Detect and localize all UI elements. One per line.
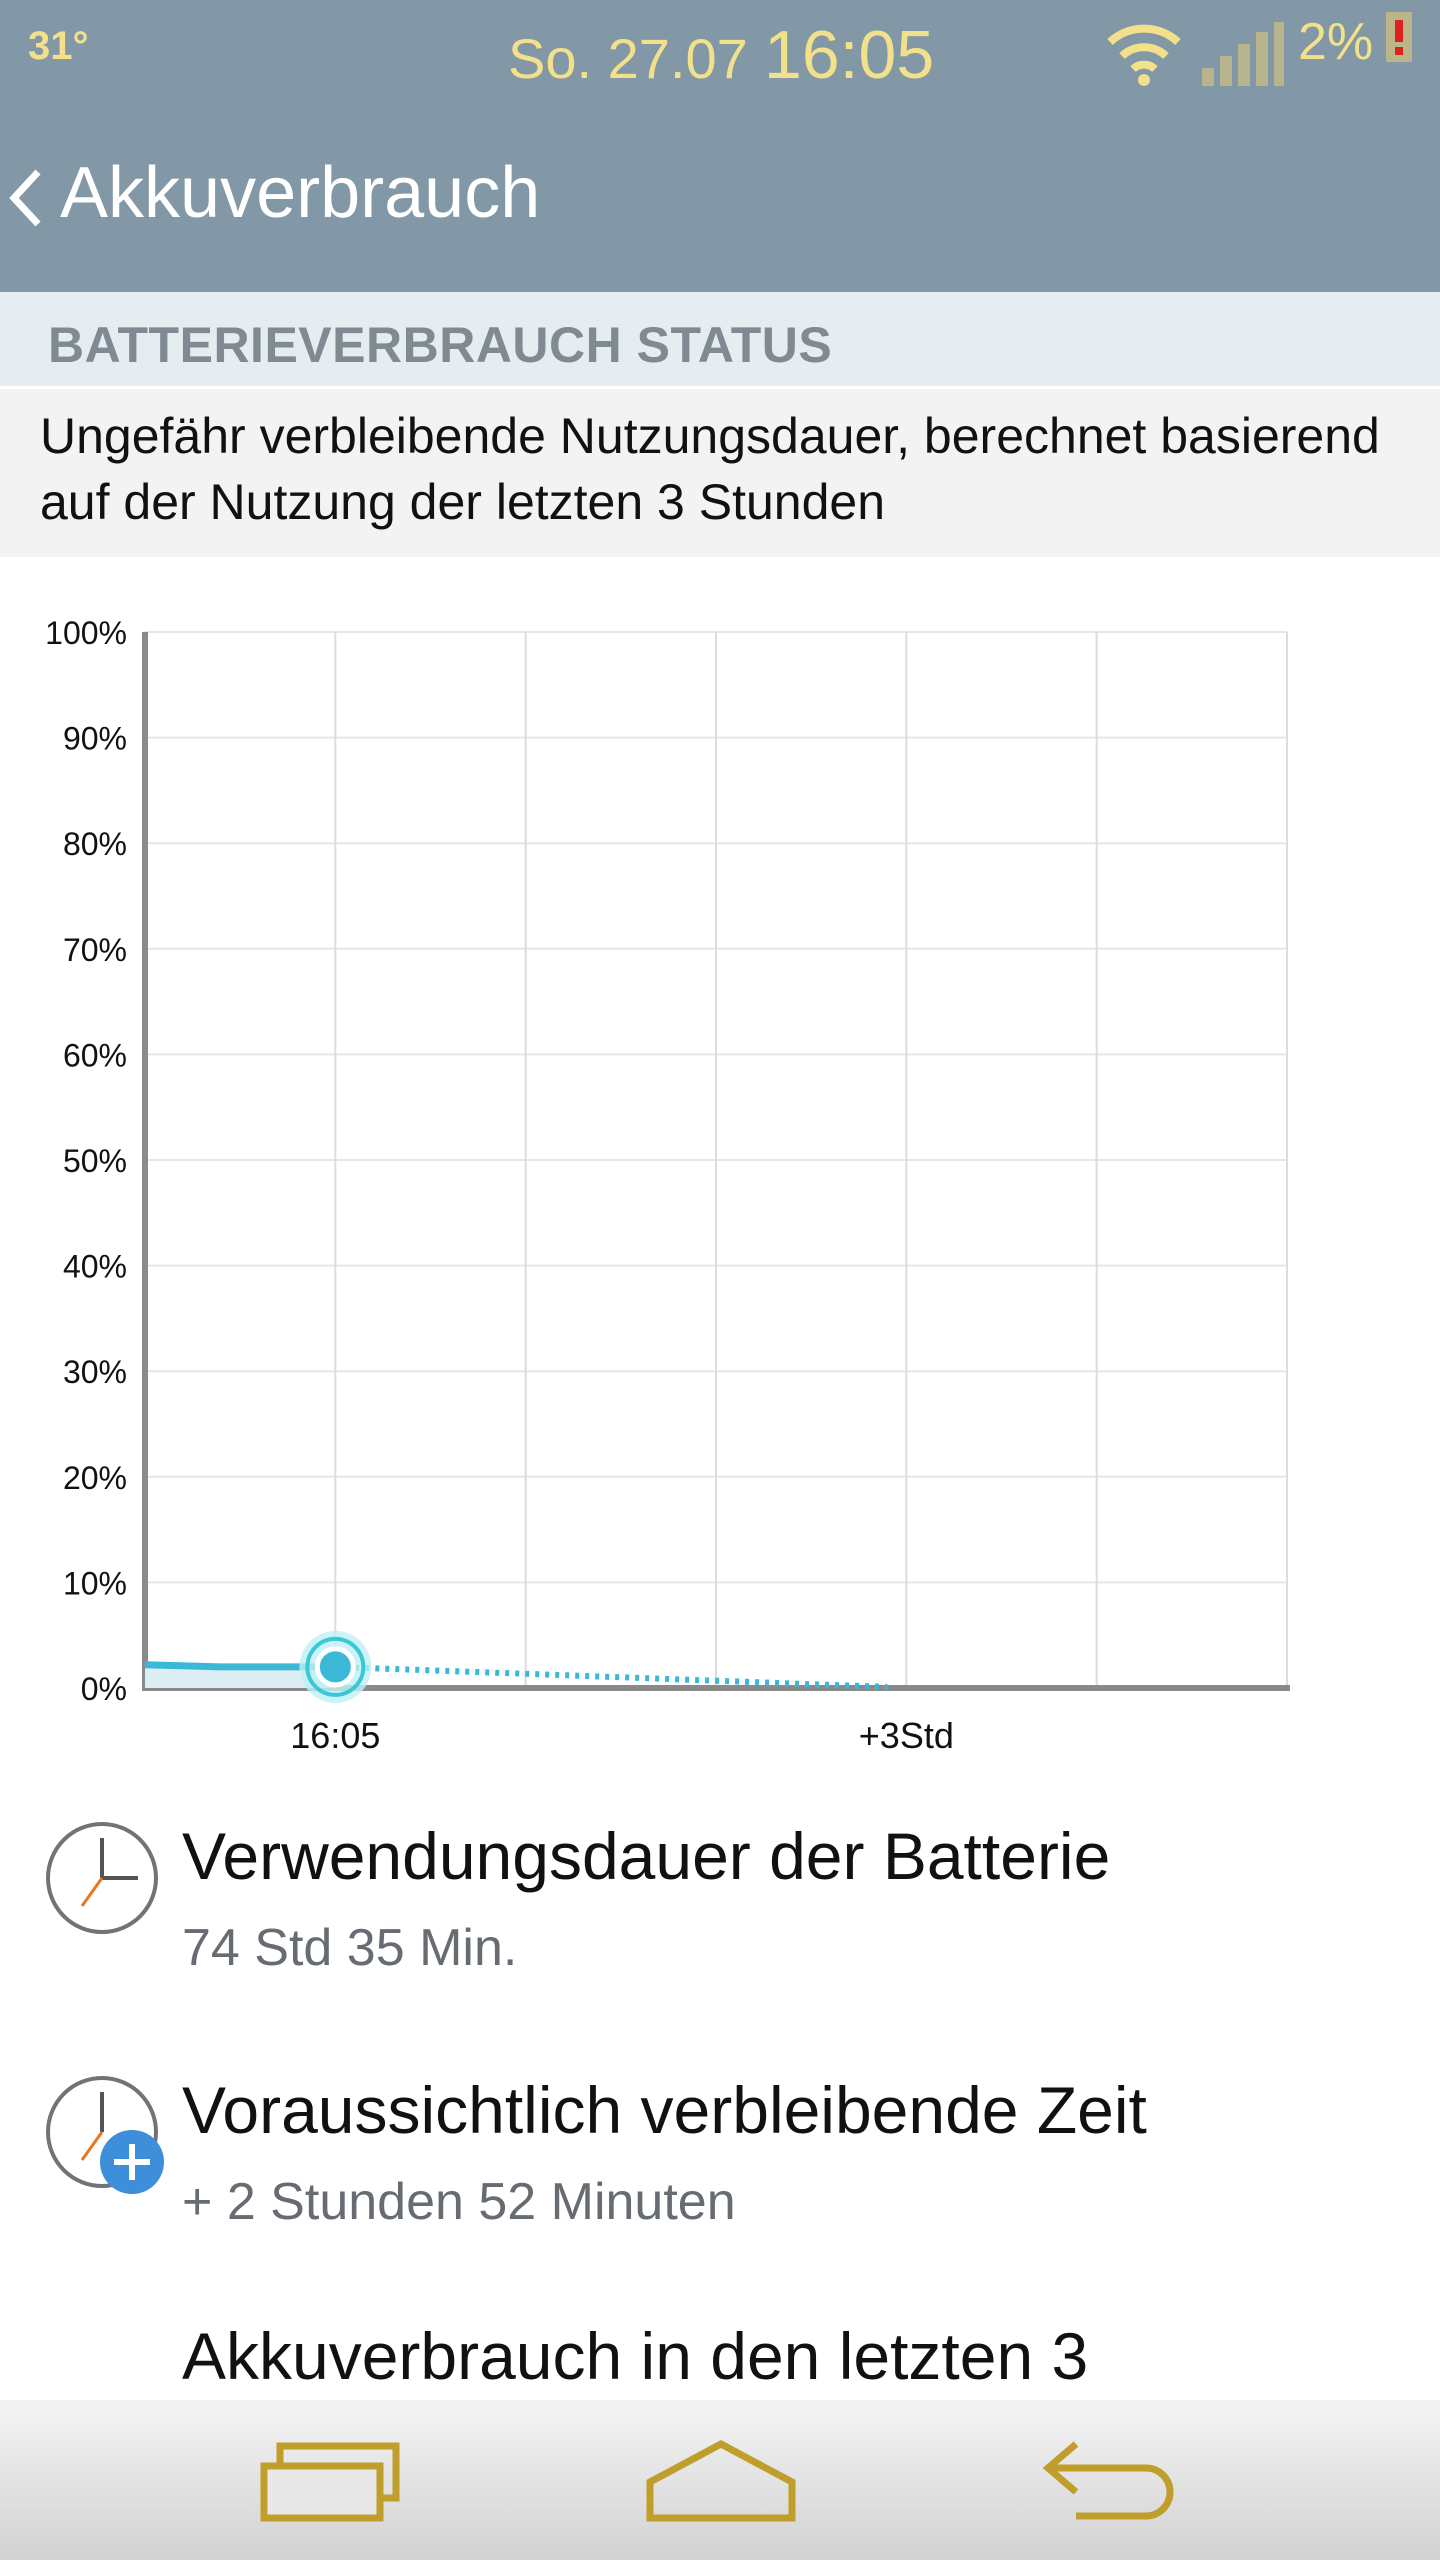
page-title[interactable]: Akkuverbrauch — [60, 153, 541, 233]
list-item-recent-usage-title[interactable]: Akkuverbrauch in den letzten 3 — [182, 2319, 1089, 2393]
y-tick-label: 30% — [63, 1354, 127, 1390]
recent-apps-icon — [260, 2442, 400, 2522]
navigation-bar — [0, 2400, 1440, 2560]
item-title: Voraussichtlich verbleibende Zeit — [182, 2073, 1147, 2147]
current-point — [314, 1646, 356, 1688]
series-area — [145, 1664, 336, 1688]
item-title: Verwendungsdauer der Batterie — [182, 1819, 1111, 1893]
chevron-left-icon[interactable] — [4, 164, 50, 232]
current-point-ring — [305, 1636, 366, 1697]
clock-plus-icon — [46, 2076, 164, 2194]
item-value: 74 Std 35 Min. — [182, 1919, 518, 1977]
x-tick-label: 16:05 — [290, 1715, 380, 1756]
y-tick-label: 80% — [63, 826, 127, 862]
y-tick-label: 60% — [63, 1037, 127, 1073]
list-item-remaining-time[interactable]: Voraussichtlich verbleibende Zeit + 2 St… — [0, 2072, 1440, 2322]
status-date: So. 27.07 — [508, 27, 748, 90]
back-button[interactable] — [1036, 2438, 1178, 2528]
y-tick-label: 40% — [63, 1249, 127, 1285]
back-arrow-icon — [1042, 2441, 1174, 2520]
x-tick-label: +3Std — [859, 1715, 954, 1756]
y-tick-label: 100% — [45, 615, 127, 651]
series-line-dotted — [335, 1663, 888, 1690]
description-box: Ungefähr verbleibende Nutzungsdauer, ber… — [0, 389, 1440, 557]
y-tick-label: 10% — [63, 1565, 127, 1601]
battery-percent: 2% — [1298, 13, 1374, 71]
section-header: BATTERIEVERBRAUCH STATUS — [0, 292, 1440, 389]
item-value: + 2 Stunden 52 Minuten — [182, 2173, 736, 2231]
status-time: 16:05 — [764, 17, 935, 93]
y-tick-label: 50% — [63, 1143, 127, 1179]
section-header-label: BATTERIEVERBRAUCH STATUS — [48, 317, 833, 373]
status-bar: 31° So. 27.07 16:05 2% — [0, 0, 1440, 98]
y-tick-label: 70% — [63, 932, 127, 968]
battery-chart: 100% 90% 80% 70% 60% 50% 40% 30% 20% 10% 0% 16:05 +3… — [45, 615, 1290, 1756]
temperature: 31° — [28, 24, 89, 68]
battery-low-icon — [1386, 12, 1412, 62]
y-tick-label: 20% — [63, 1460, 127, 1496]
action-bar — [0, 98, 1440, 292]
description-text: Ungefähr verbleibende Nutzungsdauer, ber… — [40, 408, 1380, 530]
wifi-icon — [1107, 24, 1181, 86]
list-item-usage-duration[interactable]: Verwendungsdauer der Batterie 74 Std 35 … — [0, 1818, 1440, 2068]
y-tick-label: 0% — [81, 1671, 127, 1707]
home-icon — [646, 2440, 796, 2522]
home-button[interactable] — [644, 2438, 798, 2528]
y-tick-label: 90% — [63, 721, 127, 757]
series-line-solid — [144, 1661, 336, 1671]
clock-icon — [46, 1822, 158, 1934]
signal-icon — [1202, 22, 1284, 86]
recent-apps-button[interactable] — [258, 2438, 404, 2528]
